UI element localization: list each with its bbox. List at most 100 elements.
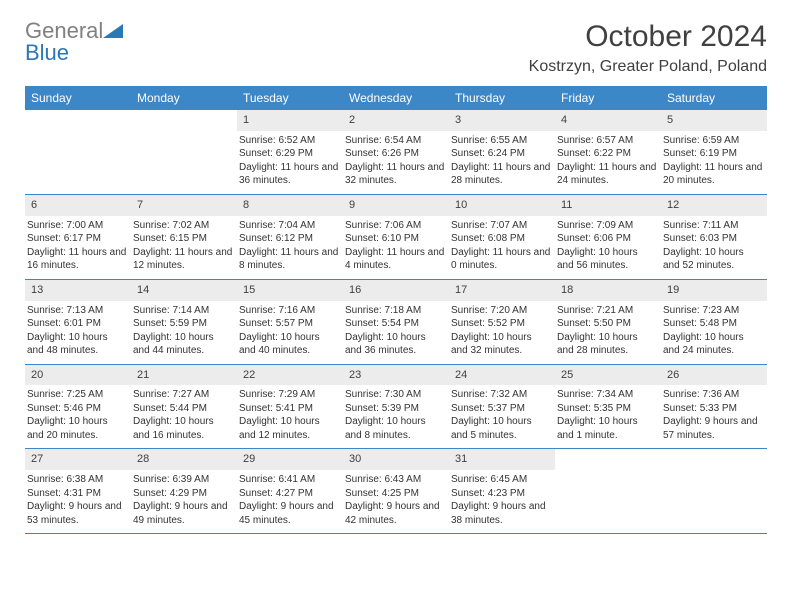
day-number: 31 — [449, 449, 555, 470]
daylight-text: Daylight: 11 hours and 0 minutes. — [451, 246, 551, 273]
sunset-text: Sunset: 5:39 PM — [345, 402, 445, 416]
calendar: Sunday Monday Tuesday Wednesday Thursday… — [25, 86, 767, 534]
sunset-text: Sunset: 4:29 PM — [133, 487, 233, 501]
day-number: 13 — [25, 280, 131, 301]
sunrise-text: Sunrise: 7:02 AM — [133, 219, 233, 233]
cell-body: Sunrise: 6:43 AMSunset: 4:25 PMDaylight:… — [343, 470, 449, 533]
cell-body: Sunrise: 7:13 AMSunset: 6:01 PMDaylight:… — [25, 301, 131, 364]
sunset-text: Sunset: 6:24 PM — [451, 147, 551, 161]
sunset-text: Sunset: 5:35 PM — [557, 402, 657, 416]
day-number: 16 — [343, 280, 449, 301]
day-number: 11 — [555, 195, 661, 216]
sunrise-text: Sunrise: 7:25 AM — [27, 388, 127, 402]
day-number: 19 — [661, 280, 767, 301]
cell-body: Sunrise: 6:39 AMSunset: 4:29 PMDaylight:… — [131, 470, 237, 533]
cell-body: Sunrise: 6:52 AMSunset: 6:29 PMDaylight:… — [237, 131, 343, 194]
logo: General Blue — [25, 20, 123, 64]
daylight-text: Daylight: 10 hours and 40 minutes. — [239, 331, 339, 358]
daylight-text: Daylight: 9 hours and 53 minutes. — [27, 500, 127, 527]
sunrise-text: Sunrise: 6:38 AM — [27, 473, 127, 487]
daylight-text: Daylight: 10 hours and 8 minutes. — [345, 415, 445, 442]
daylight-text: Daylight: 10 hours and 20 minutes. — [27, 415, 127, 442]
calendar-cell: 15Sunrise: 7:16 AMSunset: 5:57 PMDayligh… — [237, 280, 343, 364]
calendar-cell: 20Sunrise: 7:25 AMSunset: 5:46 PMDayligh… — [25, 365, 131, 449]
daylight-text: Daylight: 9 hours and 42 minutes. — [345, 500, 445, 527]
day-number: 17 — [449, 280, 555, 301]
calendar-cell: 19Sunrise: 7:23 AMSunset: 5:48 PMDayligh… — [661, 280, 767, 364]
day-number: 2 — [343, 110, 449, 131]
day-number: 28 — [131, 449, 237, 470]
cell-body: Sunrise: 7:07 AMSunset: 6:08 PMDaylight:… — [449, 216, 555, 279]
day-number: 6 — [25, 195, 131, 216]
cell-body: Sunrise: 7:16 AMSunset: 5:57 PMDaylight:… — [237, 301, 343, 364]
calendar-cell: 4Sunrise: 6:57 AMSunset: 6:22 PMDaylight… — [555, 110, 661, 194]
sunrise-text: Sunrise: 7:06 AM — [345, 219, 445, 233]
cell-body: Sunrise: 7:02 AMSunset: 6:15 PMDaylight:… — [131, 216, 237, 279]
calendar-cell: 7Sunrise: 7:02 AMSunset: 6:15 PMDaylight… — [131, 195, 237, 279]
cell-body: Sunrise: 7:36 AMSunset: 5:33 PMDaylight:… — [661, 385, 767, 448]
location: Kostrzyn, Greater Poland, Poland — [529, 58, 767, 76]
sunset-text: Sunset: 5:46 PM — [27, 402, 127, 416]
calendar-cell: 10Sunrise: 7:07 AMSunset: 6:08 PMDayligh… — [449, 195, 555, 279]
daylight-text: Daylight: 11 hours and 16 minutes. — [27, 246, 127, 273]
daylight-text: Daylight: 10 hours and 12 minutes. — [239, 415, 339, 442]
sunset-text: Sunset: 6:12 PM — [239, 232, 339, 246]
daylight-text: Daylight: 11 hours and 36 minutes. — [239, 161, 339, 188]
sunset-text: Sunset: 4:27 PM — [239, 487, 339, 501]
sunset-text: Sunset: 5:33 PM — [663, 402, 763, 416]
daylight-text: Daylight: 11 hours and 8 minutes. — [239, 246, 339, 273]
cell-body: Sunrise: 7:11 AMSunset: 6:03 PMDaylight:… — [661, 216, 767, 279]
sunrise-text: Sunrise: 7:34 AM — [557, 388, 657, 402]
logo-blue: Blue — [25, 40, 69, 65]
day-number: 15 — [237, 280, 343, 301]
sunset-text: Sunset: 5:37 PM — [451, 402, 551, 416]
day-number: 3 — [449, 110, 555, 131]
calendar-cell — [25, 110, 131, 194]
day-number: 22 — [237, 365, 343, 386]
sunset-text: Sunset: 6:15 PM — [133, 232, 233, 246]
calendar-cell: 18Sunrise: 7:21 AMSunset: 5:50 PMDayligh… — [555, 280, 661, 364]
sunrise-text: Sunrise: 7:36 AM — [663, 388, 763, 402]
cell-body: Sunrise: 6:57 AMSunset: 6:22 PMDaylight:… — [555, 131, 661, 194]
daylight-text: Daylight: 10 hours and 52 minutes. — [663, 246, 763, 273]
sunset-text: Sunset: 6:26 PM — [345, 147, 445, 161]
day-number: 27 — [25, 449, 131, 470]
calendar-cell: 24Sunrise: 7:32 AMSunset: 5:37 PMDayligh… — [449, 365, 555, 449]
calendar-cell: 11Sunrise: 7:09 AMSunset: 6:06 PMDayligh… — [555, 195, 661, 279]
sunrise-text: Sunrise: 7:21 AM — [557, 304, 657, 318]
cell-body: Sunrise: 7:32 AMSunset: 5:37 PMDaylight:… — [449, 385, 555, 448]
week-row: 1Sunrise: 6:52 AMSunset: 6:29 PMDaylight… — [25, 110, 767, 195]
day-number: 8 — [237, 195, 343, 216]
daylight-text: Daylight: 11 hours and 28 minutes. — [451, 161, 551, 188]
day-header-wed: Wednesday — [343, 86, 449, 110]
day-number: 29 — [237, 449, 343, 470]
sunrise-text: Sunrise: 6:39 AM — [133, 473, 233, 487]
calendar-cell: 8Sunrise: 7:04 AMSunset: 6:12 PMDaylight… — [237, 195, 343, 279]
day-number: 30 — [343, 449, 449, 470]
day-number: 1 — [237, 110, 343, 131]
sunrise-text: Sunrise: 6:41 AM — [239, 473, 339, 487]
sunset-text: Sunset: 4:31 PM — [27, 487, 127, 501]
calendar-cell: 1Sunrise: 6:52 AMSunset: 6:29 PMDaylight… — [237, 110, 343, 194]
day-number: 23 — [343, 365, 449, 386]
sunrise-text: Sunrise: 7:07 AM — [451, 219, 551, 233]
daylight-text: Daylight: 11 hours and 32 minutes. — [345, 161, 445, 188]
cell-body: Sunrise: 6:45 AMSunset: 4:23 PMDaylight:… — [449, 470, 555, 533]
cell-body: Sunrise: 7:04 AMSunset: 6:12 PMDaylight:… — [237, 216, 343, 279]
sunrise-text: Sunrise: 7:20 AM — [451, 304, 551, 318]
logo-triangle-icon — [103, 24, 123, 38]
daylight-text: Daylight: 10 hours and 28 minutes. — [557, 331, 657, 358]
cell-body: Sunrise: 7:25 AMSunset: 5:46 PMDaylight:… — [25, 385, 131, 448]
sunset-text: Sunset: 5:48 PM — [663, 317, 763, 331]
calendar-cell — [661, 449, 767, 533]
week-row: 13Sunrise: 7:13 AMSunset: 6:01 PMDayligh… — [25, 280, 767, 365]
calendar-cell: 22Sunrise: 7:29 AMSunset: 5:41 PMDayligh… — [237, 365, 343, 449]
cell-body: Sunrise: 7:14 AMSunset: 5:59 PMDaylight:… — [131, 301, 237, 364]
calendar-cell: 27 Sunrise: 6:38 AMSunset: 4:31 PMDayligh… — [25, 449, 131, 533]
cell-body: Sunrise: 7:34 AMSunset: 5:35 PMDaylight:… — [555, 385, 661, 448]
sunset-text: Sunset: 6:17 PM — [27, 232, 127, 246]
sunrise-text: Sunrise: 7:14 AM — [133, 304, 233, 318]
title-block: October 2024 Kostrzyn, Greater Poland, P… — [529, 20, 767, 76]
sunset-text: Sunset: 5:52 PM — [451, 317, 551, 331]
sunset-text: Sunset: 5:59 PM — [133, 317, 233, 331]
